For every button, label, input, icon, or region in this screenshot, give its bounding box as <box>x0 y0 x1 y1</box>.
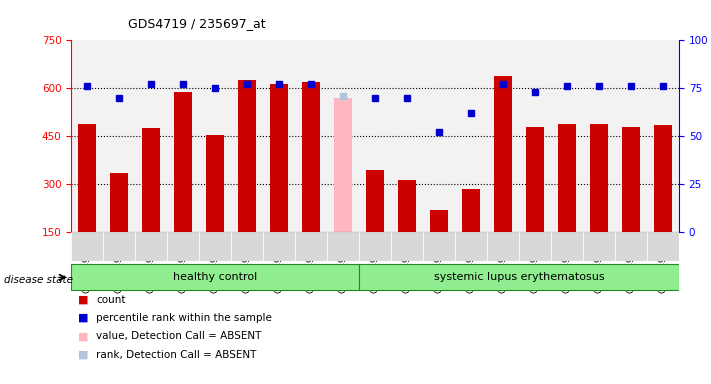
Bar <box>359 265 679 290</box>
Bar <box>391 232 423 261</box>
Bar <box>174 91 192 232</box>
Bar <box>615 232 647 261</box>
Bar <box>455 232 487 261</box>
Bar <box>238 80 256 232</box>
Bar <box>78 124 96 232</box>
Text: ■: ■ <box>78 313 89 323</box>
Text: GDS4719 / 235697_at: GDS4719 / 235697_at <box>128 17 266 30</box>
Bar <box>295 232 327 261</box>
Text: ■: ■ <box>78 295 89 305</box>
Text: count: count <box>96 295 125 305</box>
Text: rank, Detection Call = ABSENT: rank, Detection Call = ABSENT <box>96 350 257 360</box>
Bar <box>551 232 583 261</box>
Bar <box>103 232 135 261</box>
Text: ■: ■ <box>78 350 89 360</box>
Bar <box>302 82 320 232</box>
Bar <box>487 232 519 261</box>
Bar <box>199 232 231 261</box>
Bar <box>647 232 679 261</box>
Bar <box>583 232 615 261</box>
Bar <box>167 232 199 261</box>
Bar <box>423 232 455 261</box>
Bar <box>71 232 103 261</box>
Bar <box>430 210 448 232</box>
Bar <box>654 125 672 232</box>
Bar <box>526 127 544 232</box>
Bar <box>71 265 359 290</box>
Bar <box>327 232 359 261</box>
Bar <box>334 98 352 232</box>
Text: disease state: disease state <box>4 275 73 285</box>
Bar <box>462 189 480 232</box>
Bar <box>366 170 384 232</box>
Bar <box>206 135 224 232</box>
Text: healthy control: healthy control <box>173 272 257 283</box>
Bar <box>622 127 640 232</box>
Text: percentile rank within the sample: percentile rank within the sample <box>96 313 272 323</box>
Bar <box>270 84 288 232</box>
Bar <box>231 232 263 261</box>
Bar <box>558 124 576 232</box>
Bar <box>590 124 608 232</box>
Bar <box>519 232 551 261</box>
Text: ■: ■ <box>78 331 89 341</box>
Text: value, Detection Call = ABSENT: value, Detection Call = ABSENT <box>96 331 262 341</box>
Bar <box>263 232 295 261</box>
Bar <box>398 180 416 232</box>
Bar <box>110 173 128 232</box>
Bar <box>135 232 167 261</box>
Text: systemic lupus erythematosus: systemic lupus erythematosus <box>434 272 604 283</box>
Bar <box>494 76 512 232</box>
Bar <box>359 232 391 261</box>
Bar <box>142 128 160 232</box>
